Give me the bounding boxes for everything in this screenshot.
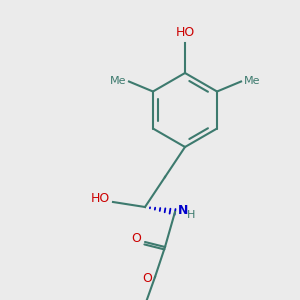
Text: N: N: [178, 205, 188, 218]
Text: Me: Me: [110, 76, 126, 85]
Text: O: O: [131, 232, 141, 245]
Text: H: H: [187, 210, 195, 220]
Text: O: O: [142, 272, 152, 284]
Text: HO: HO: [176, 26, 195, 39]
Text: HO: HO: [91, 193, 110, 206]
Text: Me: Me: [244, 76, 260, 85]
